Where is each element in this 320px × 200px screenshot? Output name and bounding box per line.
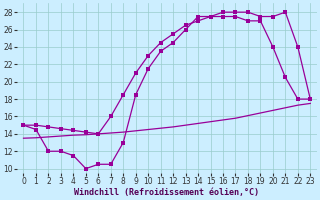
X-axis label: Windchill (Refroidissement éolien,°C): Windchill (Refroidissement éolien,°C) [74,188,260,197]
